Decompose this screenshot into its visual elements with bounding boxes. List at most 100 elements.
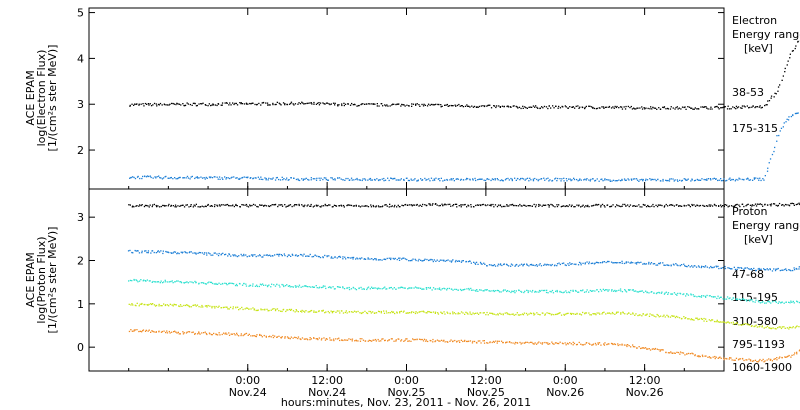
- proton-point: [525, 205, 527, 207]
- proton-point: [789, 269, 791, 271]
- proton-point: [408, 287, 410, 289]
- electron-point: [494, 179, 496, 181]
- proton-point: [704, 266, 706, 268]
- proton-point: [408, 260, 410, 262]
- proton-point: [265, 335, 267, 337]
- proton-point: [655, 316, 657, 318]
- electron-point: [453, 180, 455, 182]
- proton-point: [223, 332, 225, 334]
- proton-point: [705, 355, 707, 357]
- proton-point: [220, 283, 222, 285]
- proton-point: [482, 203, 484, 206]
- proton-point: [167, 281, 169, 283]
- electron-point: [715, 106, 717, 108]
- proton-point: [770, 203, 773, 205]
- electron-point: [729, 177, 731, 179]
- proton-point: [734, 204, 736, 207]
- electron-point: [221, 102, 224, 104]
- proton-point: [519, 203, 521, 206]
- proton-point: [665, 203, 667, 206]
- electron-point: [331, 177, 333, 179]
- proton-point: [443, 339, 445, 341]
- proton-point: [434, 311, 437, 313]
- proton-point: [340, 204, 342, 206]
- proton-point: [593, 204, 595, 206]
- proton-point: [486, 311, 488, 314]
- proton-point: [558, 342, 560, 345]
- electron-point: [731, 178, 733, 181]
- proton-point: [450, 261, 453, 263]
- proton-point: [214, 307, 216, 309]
- proton-point: [233, 255, 235, 257]
- electron-point: [247, 176, 249, 178]
- proton-point: [542, 312, 544, 314]
- proton-point: [762, 301, 764, 303]
- electron-point: [545, 178, 548, 180]
- proton-point: [622, 311, 624, 313]
- proton-point: [765, 302, 767, 304]
- proton-point: [492, 340, 495, 343]
- proton-point: [656, 264, 659, 266]
- proton-point: [705, 318, 707, 320]
- proton-point: [694, 295, 696, 297]
- proton-point: [147, 250, 150, 252]
- proton-point: [793, 269, 796, 271]
- proton-point: [240, 333, 242, 335]
- proton-point: [606, 289, 608, 291]
- proton-point: [290, 309, 292, 311]
- proton-point: [594, 290, 596, 292]
- proton-point: [221, 282, 224, 285]
- proton-point: [757, 268, 759, 270]
- electron-point: [142, 175, 144, 178]
- electron-point: [444, 179, 446, 181]
- proton-point: [551, 341, 553, 343]
- proton-point: [534, 291, 536, 293]
- proton-point: [542, 204, 544, 206]
- proton-point: [597, 343, 599, 345]
- proton-point: [378, 287, 380, 289]
- electron-point: [779, 130, 781, 132]
- electron-point: [665, 179, 667, 181]
- electron-point: [198, 177, 200, 179]
- proton-point: [563, 313, 565, 316]
- proton-point: [437, 313, 440, 315]
- proton-point: [489, 204, 491, 206]
- proton-point: [357, 258, 359, 260]
- proton-point: [637, 291, 640, 293]
- electron-point: [583, 179, 585, 181]
- proton-point: [174, 251, 177, 253]
- electron-point: [315, 179, 318, 181]
- proton-point: [225, 204, 227, 206]
- proton-point: [714, 204, 716, 206]
- proton-point: [568, 204, 571, 206]
- proton-point: [590, 314, 592, 316]
- proton-point: [367, 286, 370, 288]
- electron-point: [681, 179, 683, 182]
- electron-point: [517, 178, 519, 180]
- proton-point: [438, 287, 441, 289]
- electron-point: [272, 102, 274, 105]
- proton-point: [192, 331, 194, 333]
- proton-point: [367, 258, 369, 260]
- proton-point: [239, 308, 241, 310]
- proton-point: [225, 332, 227, 334]
- proton-point: [517, 205, 520, 207]
- proton-point: [144, 250, 146, 252]
- proton-point: [251, 204, 253, 207]
- proton-point: [747, 203, 749, 205]
- proton-point: [659, 263, 661, 265]
- electron-point: [155, 177, 157, 179]
- proton-point: [436, 339, 439, 341]
- electron-point: [730, 108, 732, 110]
- proton-point: [209, 205, 211, 207]
- proton-point: [497, 263, 500, 265]
- proton-point: [639, 290, 641, 293]
- electron-point: [451, 105, 453, 107]
- proton-point: [145, 250, 147, 252]
- proton-point: [466, 206, 468, 208]
- electron-point: [635, 178, 638, 180]
- proton-point: [454, 203, 457, 205]
- proton-point: [792, 203, 795, 205]
- electron-point: [417, 179, 419, 181]
- proton-point: [150, 303, 152, 305]
